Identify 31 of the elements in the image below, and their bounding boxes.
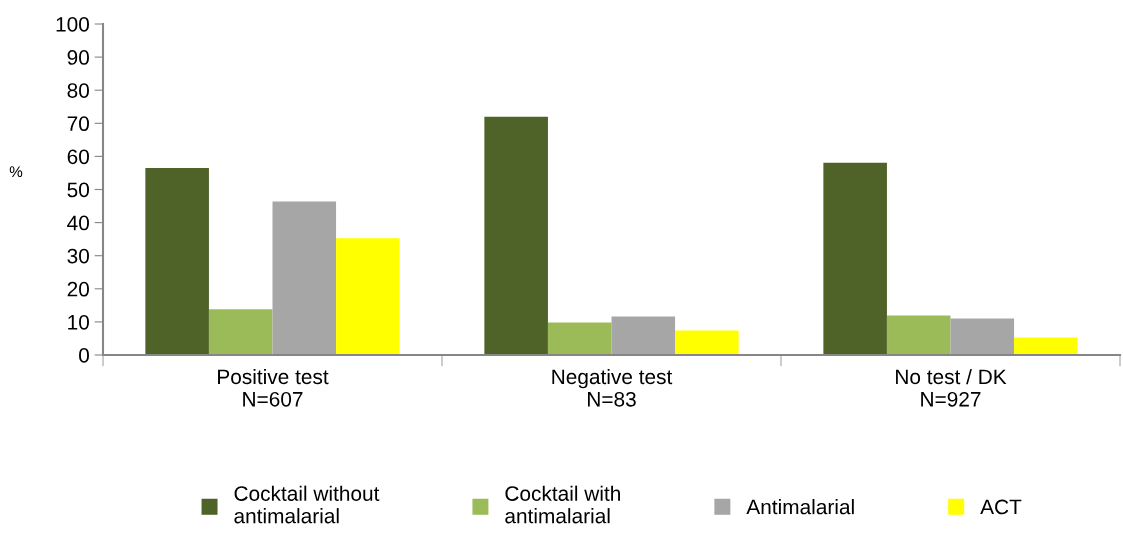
- y-tick-label: 80: [67, 83, 89, 98]
- legend-label: Cocktail with antimalarial: [505, 485, 620, 524]
- y-tick-label: 60: [67, 149, 89, 165]
- bar: [547, 322, 612, 355]
- legend-label: Antimalarial: [746, 499, 854, 515]
- y-tick-label: 20: [67, 281, 89, 297]
- y-tick-label: 70: [67, 116, 89, 132]
- bar: [208, 309, 273, 355]
- bar: [1014, 337, 1078, 355]
- bar: [145, 167, 209, 355]
- y-tick-label: 50: [67, 182, 89, 198]
- bar: [484, 116, 548, 355]
- bar: [675, 330, 739, 355]
- bar: [823, 162, 887, 355]
- y-tick-label: 40: [67, 215, 89, 231]
- y-tick-label: 10: [68, 314, 89, 330]
- x-tick-label: Positive test N=607: [218, 368, 329, 407]
- legend-label: Cocktail without antimalarial: [234, 485, 380, 524]
- x-tick-label: No test / DK N=927: [896, 368, 1007, 407]
- bar: [272, 201, 337, 355]
- y-tick-label: 0: [79, 348, 89, 363]
- y-tick-label: 30: [67, 248, 89, 264]
- bar: [611, 316, 676, 355]
- y-tick-label: 100: [56, 17, 89, 32]
- y-axis-title: %: [9, 166, 23, 177]
- bar: [336, 238, 400, 355]
- x-tick-label: Negative test N=83: [552, 368, 673, 407]
- bar: [950, 318, 1015, 355]
- y-tick-label: 90: [67, 50, 89, 65]
- legend-label: ACT: [980, 499, 1022, 515]
- bar: [886, 315, 951, 355]
